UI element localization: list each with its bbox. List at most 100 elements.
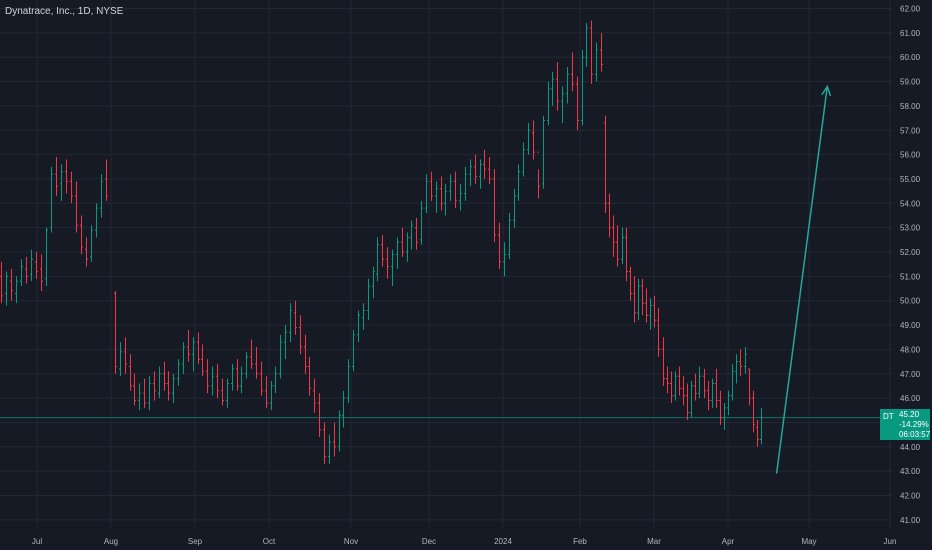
ohlc-bar (682, 376, 685, 406)
ohlc-bar (483, 149, 486, 179)
ohlc-bar (75, 181, 78, 233)
ohlc-bar (192, 337, 195, 372)
ohlc-bar (498, 222, 501, 270)
x-tick-label: Dec (422, 537, 436, 546)
ohlc-bar (440, 176, 443, 211)
ohlc-bar (488, 157, 491, 184)
ohlc-bar (105, 159, 108, 201)
ohlc-bar (95, 203, 98, 238)
ohlc-bar (10, 269, 13, 301)
y-tick-label: 60.00 (900, 53, 921, 62)
ohlc-bar (206, 359, 209, 394)
ohlc-bar (60, 164, 63, 201)
x-tick-label: Nov (344, 537, 358, 546)
y-tick-label: 42.00 (900, 492, 921, 501)
ohlc-bar (333, 422, 336, 457)
price-badge-last-price: 45.20 (899, 410, 920, 419)
ohlc-bar (657, 308, 660, 357)
ohlc-bar (590, 20, 593, 84)
ohlc-bar (556, 62, 559, 111)
ohlc-bar (90, 225, 93, 262)
y-tick-label: 62.00 (900, 5, 921, 14)
ohlc-bar (279, 334, 282, 379)
ohlc-bar (294, 300, 297, 335)
ohlc-bar (532, 120, 535, 160)
ohlc-bar (318, 393, 321, 438)
ohlc-bar (517, 164, 520, 201)
ohlc-bar (576, 76, 579, 131)
ohlc-bar (201, 344, 204, 377)
ohlc-bar (513, 188, 516, 228)
ohlc-bar (35, 252, 38, 279)
ohlc-bar (221, 378, 224, 406)
ohlc-bar (274, 366, 277, 394)
ohlc-bar (255, 346, 258, 379)
ohlc-bar (711, 378, 714, 408)
ohlc-bar (240, 366, 243, 394)
ohlc-bar (401, 227, 404, 257)
ohlc-bar (270, 381, 273, 411)
ohlc-bar (454, 171, 457, 209)
trend-arrow-line (775, 86, 829, 474)
ohlc-bar (464, 166, 467, 201)
ohlc-bar (625, 227, 628, 282)
ohlc-bar (542, 115, 545, 189)
ohlc-bar (420, 200, 423, 245)
ohlc-bar (406, 232, 409, 262)
x-tick-label: Aug (104, 537, 118, 546)
ohlc-bar (629, 266, 632, 301)
ohlc-bar (211, 366, 214, 396)
x-tick-label: Jul (32, 537, 42, 546)
ohlc-bar (508, 213, 511, 260)
y-tick-label: 49.00 (900, 321, 921, 330)
ohlc-bar (425, 174, 428, 214)
ohlc-bar (250, 339, 253, 369)
ohlc-bar (731, 364, 734, 401)
ohlc-bar (581, 49, 584, 126)
x-tick-label: Jun (884, 537, 897, 546)
ohlc-bar (744, 346, 747, 374)
ohlc-bar (357, 310, 360, 343)
ohlc-bar (649, 298, 652, 330)
ohlc-bar (20, 259, 23, 287)
price-badge-symbol: DT (883, 412, 894, 421)
ohlc-bar (114, 290, 117, 374)
ohlc-bar (645, 288, 648, 323)
ohlc-bar (430, 171, 433, 201)
ohlc-bar (70, 171, 73, 204)
ohlc-bar (469, 159, 472, 187)
ohlc-bar (153, 371, 156, 401)
ohlc-bar (124, 337, 127, 374)
y-tick-label: 48.00 (900, 345, 921, 354)
ohlc-bar (182, 342, 185, 374)
ohlc-bar (323, 422, 326, 464)
ohlc-bar (299, 315, 302, 355)
ohlc-bar (265, 376, 268, 408)
x-tick-label: May (801, 537, 816, 546)
ohlc-bar (444, 183, 447, 216)
y-tick-label: 55.00 (900, 175, 921, 184)
ohlc-bar (571, 52, 574, 92)
ohlc-bar (595, 42, 598, 82)
ohlc-bar (459, 183, 462, 211)
ohlc-bar (148, 376, 151, 411)
ohlc-bar (172, 373, 175, 403)
last-price-badge: DT 45.20 -14.29% 06:03:57 (880, 409, 930, 440)
ohlc-bar (158, 366, 161, 399)
ohlc-bar (30, 249, 33, 282)
ohlc-bar (612, 215, 615, 257)
y-tick-label: 41.00 (900, 516, 921, 525)
x-tick-label: Apr (722, 537, 735, 546)
ohlc-bar (547, 81, 550, 126)
ohlc-bar (45, 227, 48, 287)
ohlc-bar (604, 115, 607, 214)
ohlc-bar (449, 174, 452, 201)
ohlc-bar (723, 402, 726, 430)
ohlc-bar (167, 371, 170, 401)
ohlc-bar (739, 349, 742, 377)
y-tick-label: 53.00 (900, 224, 921, 233)
ohlc-bar (352, 329, 355, 372)
ohlc-bar (637, 278, 640, 321)
y-tick-label: 46.00 (900, 394, 921, 403)
